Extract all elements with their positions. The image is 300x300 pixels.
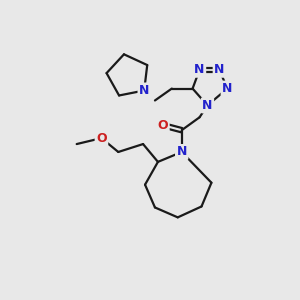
Text: O: O <box>96 132 107 145</box>
Text: N: N <box>176 146 187 158</box>
Text: N: N <box>194 63 205 76</box>
Text: N: N <box>222 82 232 95</box>
Text: O: O <box>158 119 168 132</box>
Text: N: N <box>139 84 149 97</box>
Text: N: N <box>214 63 224 76</box>
Text: N: N <box>202 99 213 112</box>
